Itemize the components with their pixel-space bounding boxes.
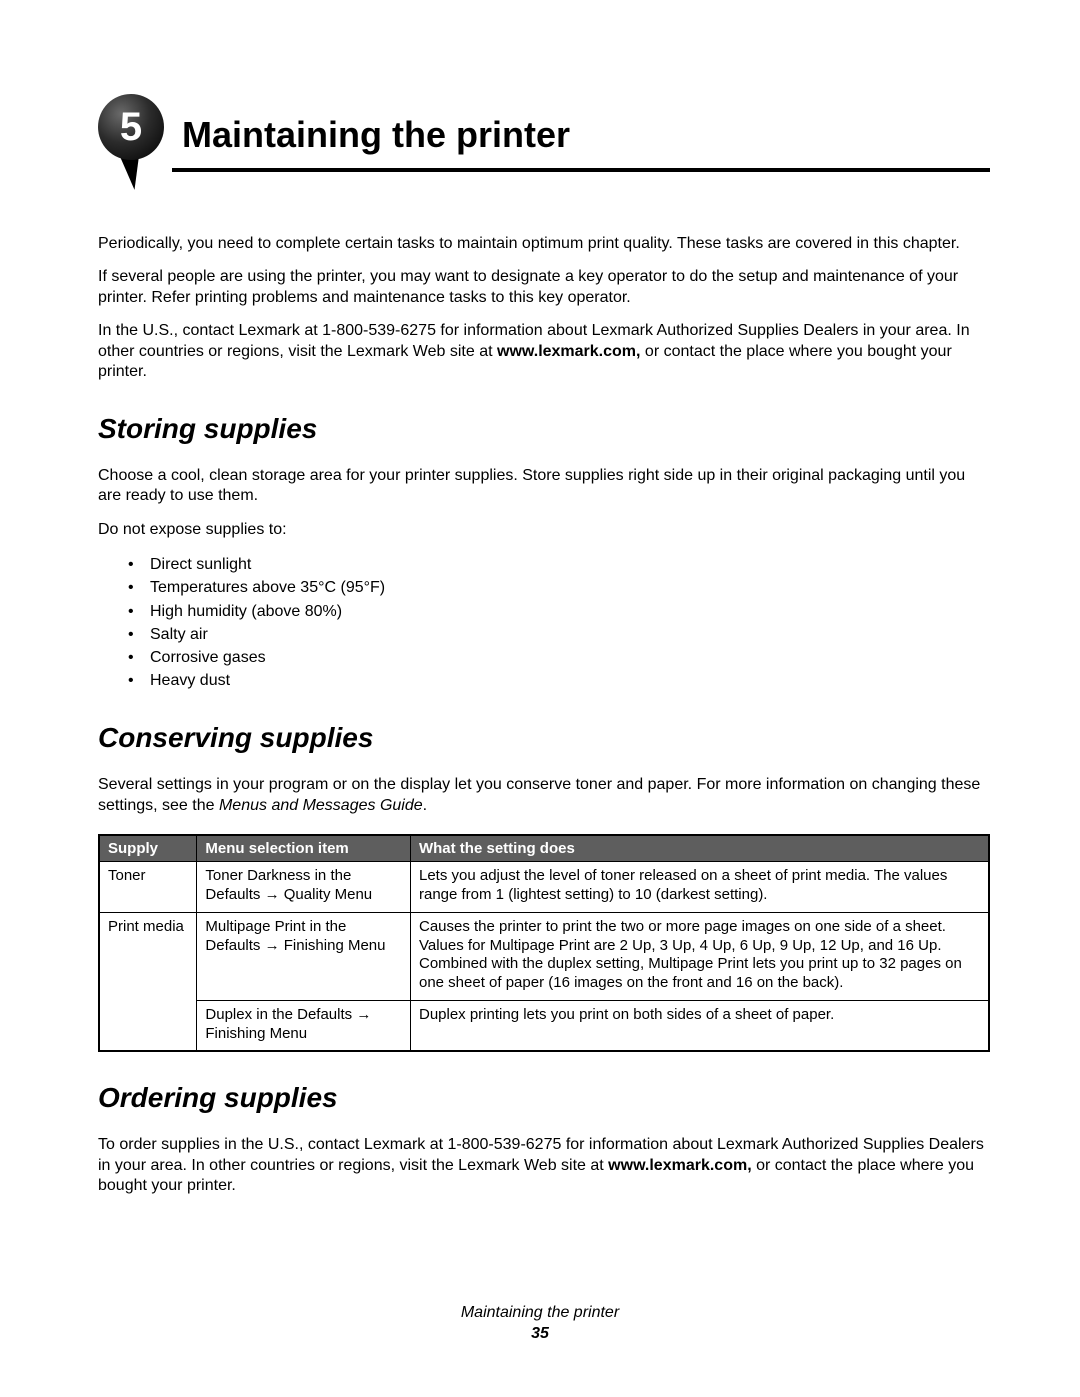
table-row: Toner Toner Darkness in the Defaults → Q…	[99, 862, 989, 913]
intro-para-1: Periodically, you need to complete certa…	[98, 234, 990, 254]
chapter-rule	[172, 168, 990, 172]
conserving-p1-b: .	[423, 797, 427, 814]
footer-title: Maintaining the printer	[0, 1302, 1080, 1324]
storing-para-2: Do not expose supplies to:	[98, 520, 990, 540]
cell-desc: Causes the printer to print the two or m…	[410, 912, 989, 1000]
table-row: Duplex in the Defaults → Finishing Menu …	[99, 1000, 989, 1051]
bullet-item: Heavy dust	[150, 669, 990, 692]
chapter-title: Maintaining the printer	[98, 100, 990, 156]
col-menu: Menu selection item	[197, 835, 411, 862]
arrow-icon: →	[356, 1006, 371, 1023]
ordering-heading: Ordering supplies	[98, 1082, 990, 1114]
col-desc: What the setting does	[410, 835, 989, 862]
chapter-badge: 5	[98, 94, 164, 160]
intro-para-2: If several people are using the printer,…	[98, 267, 990, 308]
arrow-icon: →	[265, 886, 280, 903]
guide-reference: Menus and Messages Guide	[219, 797, 423, 814]
cell-desc: Lets you adjust the level of toner relea…	[410, 862, 989, 913]
col-supply: Supply	[99, 835, 197, 862]
arrow-icon: →	[265, 937, 280, 954]
conserving-para-1: Several settings in your program or on t…	[98, 775, 990, 816]
menu-text-b: Quality Menu	[280, 886, 373, 903]
cell-desc: Duplex printing lets you print on both s…	[410, 1000, 989, 1051]
cell-supply: Print media	[99, 912, 197, 1051]
chapter-number: 5	[120, 105, 142, 150]
cell-menu: Multipage Print in the Defaults → Finish…	[197, 912, 411, 1000]
storing-para-1: Choose a cool, clean storage area for yo…	[98, 466, 990, 507]
menu-text-a: Duplex in the Defaults	[205, 1006, 356, 1023]
menu-text-b: Finishing Menu	[205, 1025, 307, 1042]
bullet-item: Temperatures above 35°C (95°F)	[150, 576, 990, 599]
bullet-item: High humidity (above 80%)	[150, 600, 990, 623]
cell-menu: Toner Darkness in the Defaults → Quality…	[197, 862, 411, 913]
storing-heading: Storing supplies	[98, 413, 990, 445]
menu-text-b: Finishing Menu	[280, 937, 386, 954]
footer-page-number: 35	[0, 1323, 1080, 1345]
cell-menu: Duplex in the Defaults → Finishing Menu	[197, 1000, 411, 1051]
storing-bullets: Direct sunlight Temperatures above 35°C …	[98, 553, 990, 692]
bullet-item: Direct sunlight	[150, 553, 990, 576]
document-page: 5 Maintaining the printer Periodically, …	[0, 0, 1080, 1250]
bullet-item: Corrosive gases	[150, 646, 990, 669]
conserving-table: Supply Menu selection item What the sett…	[98, 834, 990, 1052]
conserving-heading: Conserving supplies	[98, 722, 990, 754]
bullet-item: Salty air	[150, 623, 990, 646]
chapter-header: 5 Maintaining the printer	[98, 100, 990, 172]
lexmark-url: www.lexmark.com,	[497, 343, 640, 360]
lexmark-url: www.lexmark.com,	[608, 1157, 751, 1174]
table-header-row: Supply Menu selection item What the sett…	[99, 835, 989, 862]
table-row: Print media Multipage Print in the Defau…	[99, 912, 989, 1000]
cell-supply: Toner	[99, 862, 197, 913]
ordering-para-1: To order supplies in the U.S., contact L…	[98, 1135, 990, 1196]
page-footer: Maintaining the printer 35	[0, 1302, 1080, 1345]
intro-para-3: In the U.S., contact Lexmark at 1-800-53…	[98, 321, 990, 382]
